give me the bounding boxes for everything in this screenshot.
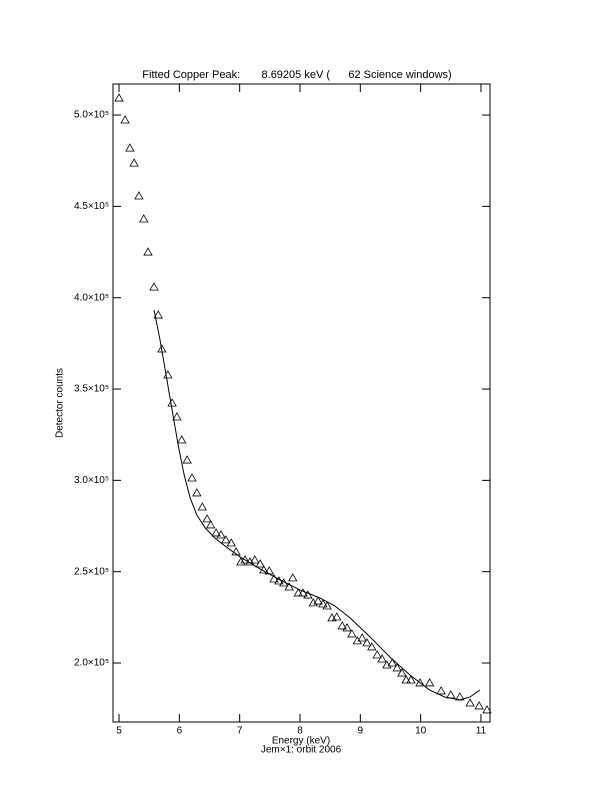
data-point <box>143 247 153 256</box>
data-point <box>236 557 246 566</box>
data-point <box>284 582 294 591</box>
data-point <box>216 530 226 539</box>
data-point <box>342 623 352 632</box>
data-point <box>293 588 303 597</box>
data-point <box>269 574 279 583</box>
data-point <box>313 596 323 605</box>
data-point <box>377 654 387 663</box>
data-point <box>397 668 407 677</box>
data-point <box>182 455 192 464</box>
data-point <box>134 191 144 200</box>
y-tick-label: 3.0×10⁵ <box>74 475 109 486</box>
data-point <box>125 143 135 152</box>
data-point <box>337 621 347 630</box>
data-point <box>149 282 159 291</box>
data-point <box>367 642 377 651</box>
data-point <box>415 678 425 687</box>
plot-frame <box>112 83 491 723</box>
x-tick-label: 5 <box>116 726 122 737</box>
data-point <box>406 675 416 684</box>
data-point <box>424 678 435 687</box>
x-tick-label: 9 <box>358 726 364 737</box>
data-point <box>401 675 411 684</box>
data-point <box>318 599 328 608</box>
y-tick-label: 5.0×10⁵ <box>74 110 109 121</box>
data-point <box>187 473 197 482</box>
data-point <box>392 663 402 672</box>
data-point <box>240 555 250 564</box>
data-point <box>298 588 308 597</box>
data-point <box>250 555 260 564</box>
y-tick-label: 3.5×10⁵ <box>74 384 109 395</box>
fit-line <box>153 309 481 701</box>
y-tick-label: 4.0×10⁵ <box>74 292 109 303</box>
data-point <box>221 535 231 544</box>
x-tick-label: 10 <box>415 726 427 737</box>
data-point <box>172 412 182 421</box>
data-point <box>474 701 484 710</box>
data-point <box>206 520 216 529</box>
data-point <box>231 547 241 556</box>
y-tick-label: 2.0×10⁵ <box>74 658 109 669</box>
data-point <box>255 559 265 568</box>
data-point <box>322 601 332 610</box>
data-point <box>332 612 342 621</box>
data-point <box>482 705 492 714</box>
data-point <box>129 158 139 167</box>
chart-subtitle: Jem×1: orbit 2006 <box>261 745 342 756</box>
y-axis-label: Detector counts <box>55 368 66 438</box>
x-axis-label: Energy (keV) <box>272 736 330 747</box>
data-point <box>362 638 372 647</box>
data-point <box>192 488 202 497</box>
data-point <box>202 514 212 523</box>
y-tick-label: 2.5×10⁵ <box>74 566 109 577</box>
data-point <box>177 435 187 444</box>
data-point <box>211 528 221 537</box>
chart-title: Fitted Copper Peak: 8.69205 keV ( 62 Sci… <box>142 69 451 81</box>
data-point <box>387 658 397 667</box>
data-point <box>167 398 177 407</box>
data-point <box>357 633 367 642</box>
x-tick-label: 11 <box>476 726 487 737</box>
data-point <box>352 636 362 645</box>
data-point <box>226 538 236 547</box>
data-point <box>114 93 124 102</box>
x-tick-label: 7 <box>237 726 243 737</box>
data-point <box>120 115 130 124</box>
data-point <box>303 590 313 599</box>
y-tick-label: 4.5×10⁵ <box>74 201 109 212</box>
data-point <box>288 573 298 582</box>
data-point <box>446 690 456 699</box>
data-point <box>153 310 163 319</box>
data-point <box>197 502 207 511</box>
data-point <box>347 629 357 638</box>
data-point <box>436 686 446 695</box>
x-tick-label: 8 <box>297 726 303 737</box>
data-point <box>372 650 382 659</box>
data-point <box>465 698 475 707</box>
x-tick-label: 6 <box>177 726 183 737</box>
data-point <box>139 214 149 223</box>
